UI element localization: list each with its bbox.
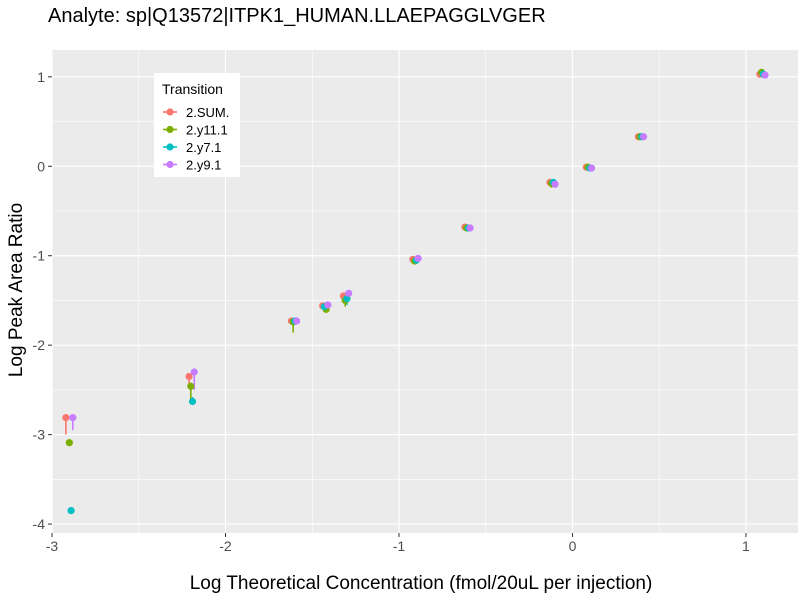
legend-box (154, 73, 240, 177)
legend: Transition 2.SUM. 2.y11.1 2.y7.1 2.y9.1 (154, 73, 240, 177)
data-point-series-0 (185, 372, 193, 381)
grid-minor (52, 50, 798, 533)
x-tick-label: 1 (742, 538, 750, 554)
data-point-series-3 (69, 414, 77, 422)
legend-title: Transition (162, 81, 223, 97)
x-tick-label: 0 (569, 538, 577, 554)
x-tick-label: -3 (46, 538, 59, 554)
data-point-series-0 (62, 414, 70, 422)
data-point-series-3 (551, 180, 559, 188)
data-point-series-3 (587, 164, 596, 172)
y-tick-label: -4 (33, 516, 46, 532)
data-point-series-2 (67, 507, 75, 515)
data-point-series-2 (188, 397, 197, 406)
data-point-series-1 (187, 382, 195, 390)
data-point-series-3 (466, 224, 474, 232)
data-point-series-3 (293, 317, 301, 325)
y-tick-label: 0 (37, 158, 45, 174)
legend-key-point (166, 143, 174, 151)
y-tick-label: 1 (37, 69, 45, 85)
data-point-series-3 (324, 301, 332, 309)
legend-label: 2.y9.1 (186, 158, 221, 173)
data-point-series-1 (65, 439, 73, 447)
legend-label: 2.y7.1 (186, 140, 221, 155)
data-point-series-3 (414, 254, 422, 263)
x-axis: -3 -2 -1 0 1 (46, 533, 750, 554)
y-axis: 1 0 -1 -2 -3 -4 (33, 69, 52, 532)
legend-key-point (166, 125, 174, 134)
data-point-series-3 (190, 368, 198, 376)
y-tick-label: -1 (33, 248, 46, 264)
y-tick-label: -3 (33, 427, 46, 443)
data-points (62, 68, 769, 515)
x-tick-label: -2 (219, 538, 232, 554)
y-tick-label: -2 (33, 337, 46, 353)
legend-label: 2.SUM. (186, 105, 229, 120)
legend-items: 2.SUM. 2.y11.1 2.y7.1 2.y9.1 (163, 105, 229, 173)
data-point-series-3 (761, 71, 769, 79)
chart-title: Analyte: sp|Q13572|ITPK1_HUMAN.LLAEPAGGL… (48, 5, 546, 27)
x-tick-label: -1 (393, 538, 406, 554)
legend-label: 2.y11.1 (186, 123, 228, 138)
y-axis-title: Log Peak Area Ratio (6, 203, 27, 377)
legend-key-point (166, 108, 174, 116)
legend-key-point (166, 160, 174, 169)
data-point-series-3 (639, 133, 648, 141)
x-axis-title: Log Theoretical Concentration (fmol/20uL… (190, 573, 653, 594)
data-point-series-3 (345, 289, 353, 297)
